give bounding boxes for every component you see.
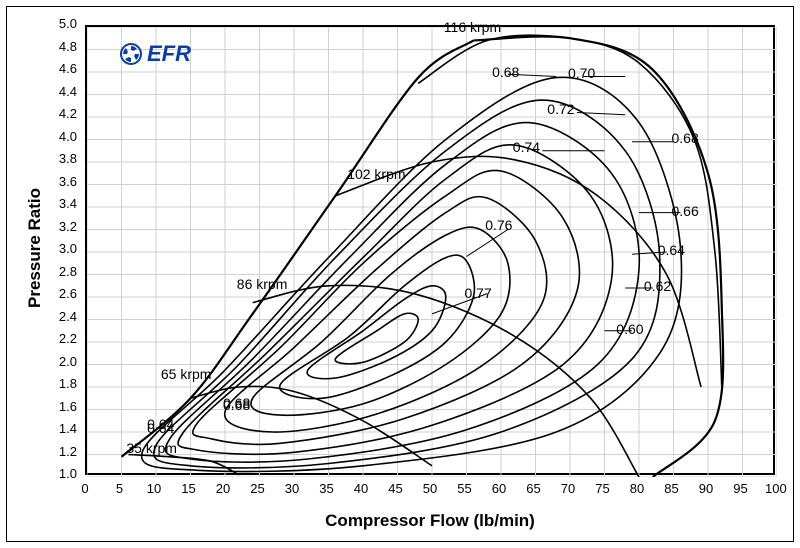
- x-tick-label: 100: [765, 481, 785, 496]
- speed-label: 65 krpm: [161, 366, 212, 382]
- efficiency-label: 0.66: [672, 203, 699, 219]
- x-tick-label: 25: [248, 481, 268, 496]
- x-tick-label: 40: [351, 481, 371, 496]
- efficiency-label: 0.62: [644, 278, 671, 294]
- chart-frame: BorgWarner EFR Pressure Ratio Compressor…: [6, 6, 794, 542]
- x-tick-label: 45: [386, 481, 406, 496]
- y-tick-label: 1.0: [59, 466, 77, 481]
- x-tick-label: 65: [524, 481, 544, 496]
- y-tick-label: 2.4: [59, 309, 77, 324]
- efficiency-label: 0.64: [147, 416, 174, 432]
- speed-label: 102 krpm: [347, 166, 405, 182]
- y-tick-label: 2.0: [59, 354, 77, 369]
- y-tick-label: 1.2: [59, 444, 77, 459]
- efficiency-label: 0.64: [658, 242, 685, 258]
- efficiency-label: 0.60: [616, 321, 643, 337]
- y-tick-label: 4.0: [59, 129, 77, 144]
- efficiency-label: 0.68: [223, 395, 250, 411]
- x-tick-label: 70: [558, 481, 578, 496]
- x-tick-label: 5: [110, 481, 130, 496]
- y-tick-label: 3.4: [59, 196, 77, 211]
- y-tick-label: 3.8: [59, 151, 77, 166]
- x-tick-label: 90: [696, 481, 716, 496]
- efr-logo: EFR: [119, 39, 219, 74]
- y-tick-label: 4.6: [59, 61, 77, 76]
- y-tick-label: 2.6: [59, 286, 77, 301]
- y-tick-label: 4.4: [59, 84, 77, 99]
- speed-label: 35 krpm: [126, 440, 177, 456]
- efficiency-label: 0.74: [513, 139, 540, 155]
- efficiency-label: 0.77: [465, 285, 492, 301]
- y-tick-label: 3.2: [59, 219, 77, 234]
- x-tick-label: 75: [593, 481, 613, 496]
- speed-label: 116 krpm: [444, 19, 501, 35]
- x-tick-label: 15: [179, 481, 199, 496]
- y-tick-label: 3.6: [59, 174, 77, 189]
- x-tick-label: 50: [420, 481, 440, 496]
- x-tick-label: 0: [75, 481, 95, 496]
- y-tick-label: 4.8: [59, 39, 77, 54]
- y-tick-label: 2.8: [59, 264, 77, 279]
- x-tick-label: 10: [144, 481, 164, 496]
- efficiency-label: 0.72: [547, 101, 574, 117]
- efficiency-label: 0.70: [568, 65, 595, 81]
- y-tick-label: 3.0: [59, 241, 77, 256]
- efficiency-label: 0.68: [492, 64, 519, 80]
- x-tick-label: 20: [213, 481, 233, 496]
- x-axis-label: Compressor Flow (lb/min): [280, 511, 580, 531]
- y-tick-label: 1.6: [59, 399, 77, 414]
- y-axis-label: Pressure Ratio: [25, 148, 45, 348]
- x-tick-label: 80: [627, 481, 647, 496]
- x-tick-label: 35: [317, 481, 337, 496]
- map-boundary: [122, 36, 724, 477]
- y-tick-label: 2.2: [59, 331, 77, 346]
- y-tick-label: 5.0: [59, 16, 77, 31]
- efficiency-label: 0.76: [485, 217, 512, 233]
- y-tick-label: 1.8: [59, 376, 77, 391]
- efficiency-label: 0.68: [672, 130, 699, 146]
- x-tick-label: 55: [455, 481, 475, 496]
- x-tick-label: 60: [489, 481, 509, 496]
- logo-text: EFR: [147, 41, 191, 66]
- y-tick-label: 4.2: [59, 106, 77, 121]
- y-tick-label: 1.4: [59, 421, 77, 436]
- x-tick-label: 30: [282, 481, 302, 496]
- x-tick-label: 85: [662, 481, 682, 496]
- speed-label: 86 krpm: [237, 276, 288, 292]
- x-tick-label: 95: [731, 481, 751, 496]
